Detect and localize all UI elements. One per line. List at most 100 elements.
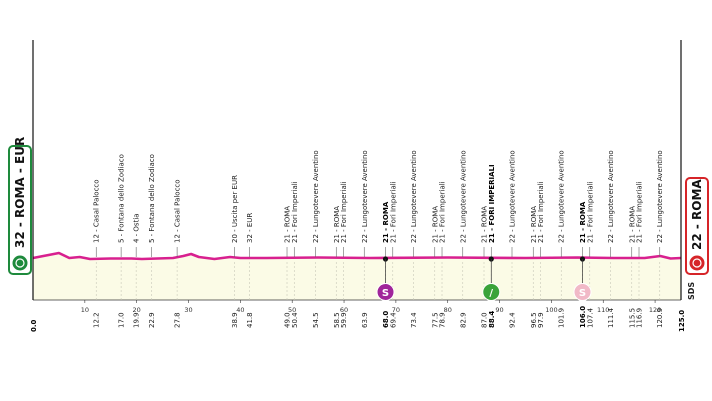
point-label: 22 - Lungotevere Aventino xyxy=(410,150,418,243)
point-km-label: 115.5 xyxy=(628,308,636,328)
x-tick-label: 20 xyxy=(133,306,141,314)
point-km-label: 63.9 xyxy=(361,312,369,328)
point-label: 22 - Lungotevere Aventino xyxy=(558,150,566,243)
point-label: 21 - FORI IMPERIALI xyxy=(488,164,496,243)
point-label: 12 - Casal Palocco xyxy=(174,179,182,243)
point-km-label: 73.4 xyxy=(410,312,418,328)
point-km-label: 96.5 xyxy=(530,312,538,328)
point-label: 22 - Lungotevere Aventino xyxy=(312,150,320,243)
x-tick-label: 40 xyxy=(236,306,244,314)
point-label: 21 - ROMA xyxy=(333,206,341,243)
point-label: 21 - Fori Imperiali xyxy=(340,181,348,243)
point-label: 21 - ROMA xyxy=(382,201,390,243)
point-km-label: 116.9 xyxy=(636,308,644,328)
start-badge-label: 32 - ROMA - EUR xyxy=(13,137,27,248)
sprint-markers: S / S xyxy=(376,256,592,301)
point-km-label: 38.9 xyxy=(231,312,239,328)
point-km-label: 101.9 xyxy=(558,308,566,328)
sprint-symbol: S xyxy=(579,288,586,299)
point-km-label: 88.4 xyxy=(488,311,496,328)
point-km-label: 97.9 xyxy=(537,312,545,328)
point-label: 21 - ROMA xyxy=(530,206,538,243)
point-label: 21 - ROMA xyxy=(481,206,489,243)
point-km-label: 54.5 xyxy=(312,312,320,328)
point-label: 21 - Fori Imperiali xyxy=(439,181,447,243)
x-tick-label: 10 xyxy=(81,306,89,314)
x-tick-label: 60 xyxy=(340,306,348,314)
finish-badge xyxy=(685,177,709,275)
point-label: 22 - Lungotevere Aventino xyxy=(361,150,369,243)
x-tick-label: 100 xyxy=(545,306,557,314)
x-tick-label: 110 xyxy=(597,306,609,314)
point-km-label: 27.8 xyxy=(174,312,182,328)
point-km-label: 87.0 xyxy=(481,312,489,328)
point-km-label: 49.0 xyxy=(284,312,292,328)
point-km-label: 58.5 xyxy=(333,312,341,328)
point-label: 21 - Fori Imperiali xyxy=(291,181,299,243)
x-axis-ticks: 10 20 30 40 50 60 70 80 90 100 110 120 xyxy=(81,300,661,314)
x-tick-label: 30 xyxy=(184,306,192,314)
finish-km-label: 125.0 xyxy=(678,310,686,332)
point-km-label: 59.9 xyxy=(340,312,348,328)
point-km-label: 77.5 xyxy=(431,312,439,328)
point-km-label: 22.9 xyxy=(148,312,156,328)
sprint-badge xyxy=(376,283,395,301)
point-label: 5 - Fontana dello Zodiaco xyxy=(118,154,126,243)
point-labels: 12 - Casal Palocco 5 - Fontana dello Zodi… xyxy=(93,150,665,243)
start-flag-icon-inner xyxy=(15,258,25,268)
start-finish-markers: 32 - ROMA - EUR 22 - ROMA SDS xyxy=(8,40,709,300)
point-label: 22 - Lungotevere Aventino xyxy=(459,150,467,243)
point-km-label: 50.4 xyxy=(291,312,299,328)
point-label: 21 - Fori Imperiali xyxy=(636,181,644,243)
point-label: 21 - ROMA xyxy=(431,206,439,243)
point-km-label: 82.9 xyxy=(459,312,467,328)
point-km-label: 120.9 xyxy=(656,308,664,328)
point-label: 21 - Fori Imperiali xyxy=(586,181,594,243)
point-label: 12 - Casal Palocco xyxy=(93,179,101,243)
point-label: 22 - Lungotevere Aventino xyxy=(607,150,615,243)
point-km-label: 41.8 xyxy=(246,312,254,328)
finish-badge-label: 22 - ROMA xyxy=(690,179,704,250)
point-leader-lines xyxy=(95,247,661,300)
point-km-label: 19.9 xyxy=(133,312,141,328)
point-label: 21 - Fori Imperiali xyxy=(389,181,397,243)
point-label: 5 - Fontana dello Zodiaco xyxy=(148,154,156,243)
start-flag-icon xyxy=(12,255,28,271)
point-label: 20 - Uscita per EUR xyxy=(231,175,239,243)
point-km-label: 78.9 xyxy=(439,312,447,328)
profile-area xyxy=(32,251,682,301)
km-labels: 12.2 17.0 19.9 22.9 27.8 38.9 41.8 49.0 50.4 54.5… xyxy=(30,306,686,332)
point-label: 22 - Lungotevere Aventino xyxy=(509,150,517,243)
point-km-label: 107.4 xyxy=(586,307,594,328)
point-label: 21 - ROMA xyxy=(579,201,587,243)
finish-flag-icon xyxy=(689,255,705,271)
point-km-label: 68.0 xyxy=(382,311,390,328)
x-tick-label: 50 xyxy=(288,306,296,314)
x-tick-label: 70 xyxy=(392,306,400,314)
profile-fill xyxy=(33,253,681,300)
x-tick-label: 90 xyxy=(495,306,503,314)
point-label: 21 - ROMA xyxy=(284,206,292,243)
sprint-badge xyxy=(573,283,592,301)
point-km-label: 17.0 xyxy=(118,312,126,328)
point-km-label: 111.4 xyxy=(607,307,615,328)
point-km-label: 106.0 xyxy=(579,306,587,328)
start-km-label: 0.0 xyxy=(30,319,38,332)
sprint-symbol: S xyxy=(382,288,389,299)
point-km-label: 92.4 xyxy=(509,312,517,328)
point-label: 21 - Fori Imperiali xyxy=(537,181,545,243)
point-label: 21 - ROMA xyxy=(628,206,636,243)
point-label: 32 - EUR xyxy=(246,213,254,243)
sprint-symbol: / xyxy=(489,288,493,299)
start-badge xyxy=(8,145,32,275)
point-label: 22 - Lungotevere Aventino xyxy=(656,150,664,243)
finish-flag-icon-inner xyxy=(692,258,702,268)
sds-logo-text: SDS xyxy=(687,282,696,300)
point-label: 4 - Ostia xyxy=(133,213,141,243)
point-km-label: 12.2 xyxy=(93,312,101,328)
profile-line xyxy=(32,251,682,261)
point-km-label: 69.4 xyxy=(389,312,397,328)
sprint-badge xyxy=(482,283,501,301)
x-tick-label: 80 xyxy=(444,306,452,314)
